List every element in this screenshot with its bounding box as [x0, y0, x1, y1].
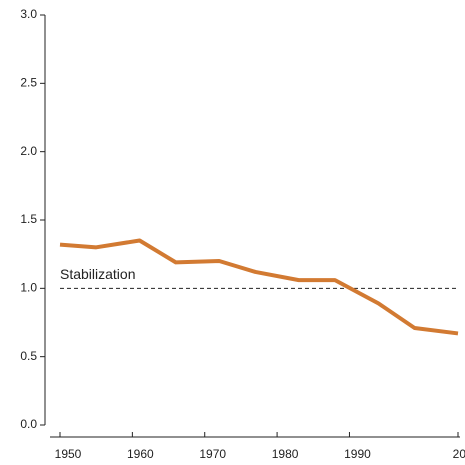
x-tick-label: 1950: [55, 447, 82, 461]
y-tick-label: 0.0: [20, 417, 37, 431]
x-tick-label: 2005: [453, 447, 465, 461]
y-tick-label: 1.5: [20, 212, 37, 226]
y-tick-label: 2.0: [20, 144, 37, 158]
x-tick-label: 1980: [272, 447, 299, 461]
y-tick-label: 2.5: [20, 76, 37, 90]
x-tick-label: 1970: [199, 447, 226, 461]
x-tick-label: 1960: [127, 447, 154, 461]
y-tick-label: 1.0: [20, 281, 37, 295]
y-tick-label: 3.0: [20, 7, 37, 21]
x-tick-label: 1990: [344, 447, 371, 461]
data-line: [59, 238, 459, 336]
y-tick-label: 0.5: [20, 349, 37, 363]
reference-label: Stabilization: [60, 266, 136, 282]
